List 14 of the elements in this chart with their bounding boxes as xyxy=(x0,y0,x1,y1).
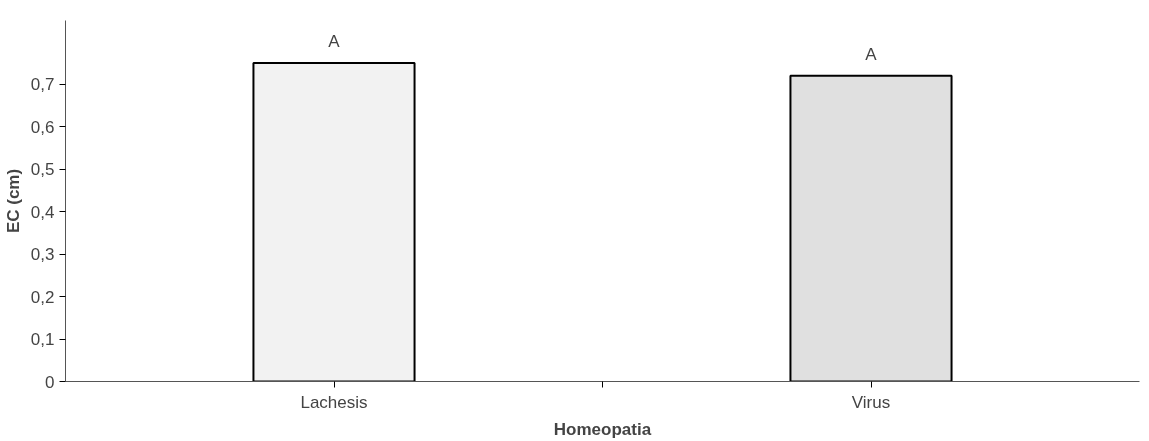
x-tick-label: Virus xyxy=(851,392,891,412)
y-tick-label: 0,2 xyxy=(30,287,55,307)
y-tick-label: 0,4 xyxy=(30,202,55,222)
annotation: A xyxy=(865,44,878,64)
y-tick-label: 0,7 xyxy=(30,75,55,95)
y-axis-title: EC (cm) xyxy=(3,168,23,234)
y-tick-label: 0,6 xyxy=(30,117,55,137)
x-axis-title: Homeopatia xyxy=(553,419,652,439)
y-tick-label: 0 xyxy=(45,372,55,392)
annotation: A xyxy=(328,31,341,51)
y-tick-label: 0,3 xyxy=(30,245,55,265)
y-tick-label: 0,1 xyxy=(30,330,55,350)
x-tick-label: Lachesis xyxy=(300,392,368,412)
y-tick-label: 0,5 xyxy=(30,160,55,180)
